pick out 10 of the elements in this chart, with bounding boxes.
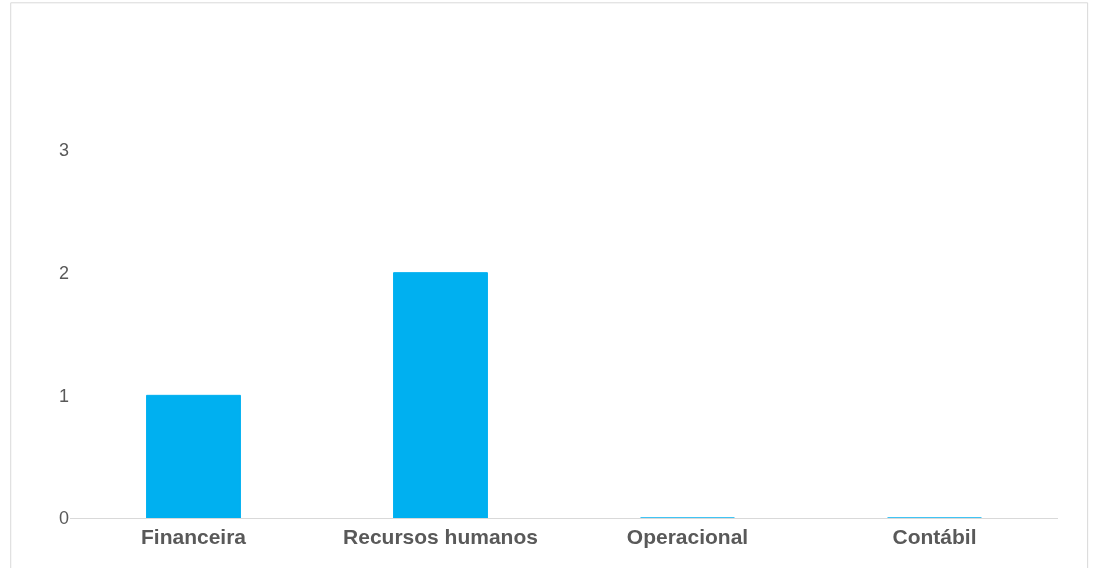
x-tick-label: Financeira [140,525,247,549]
y-tick-label: 0 [58,508,69,529]
y-tick-label: 2 [58,262,69,283]
bar [393,272,488,518]
y-tick-label: 1 [58,385,69,406]
bar [146,394,241,518]
y-tick-label: 3 [58,140,69,161]
x-tick-label: Operacional [626,525,749,549]
x-tick-label: Recursos humanos [343,525,538,549]
x-tick-label: Contábil [892,525,977,549]
